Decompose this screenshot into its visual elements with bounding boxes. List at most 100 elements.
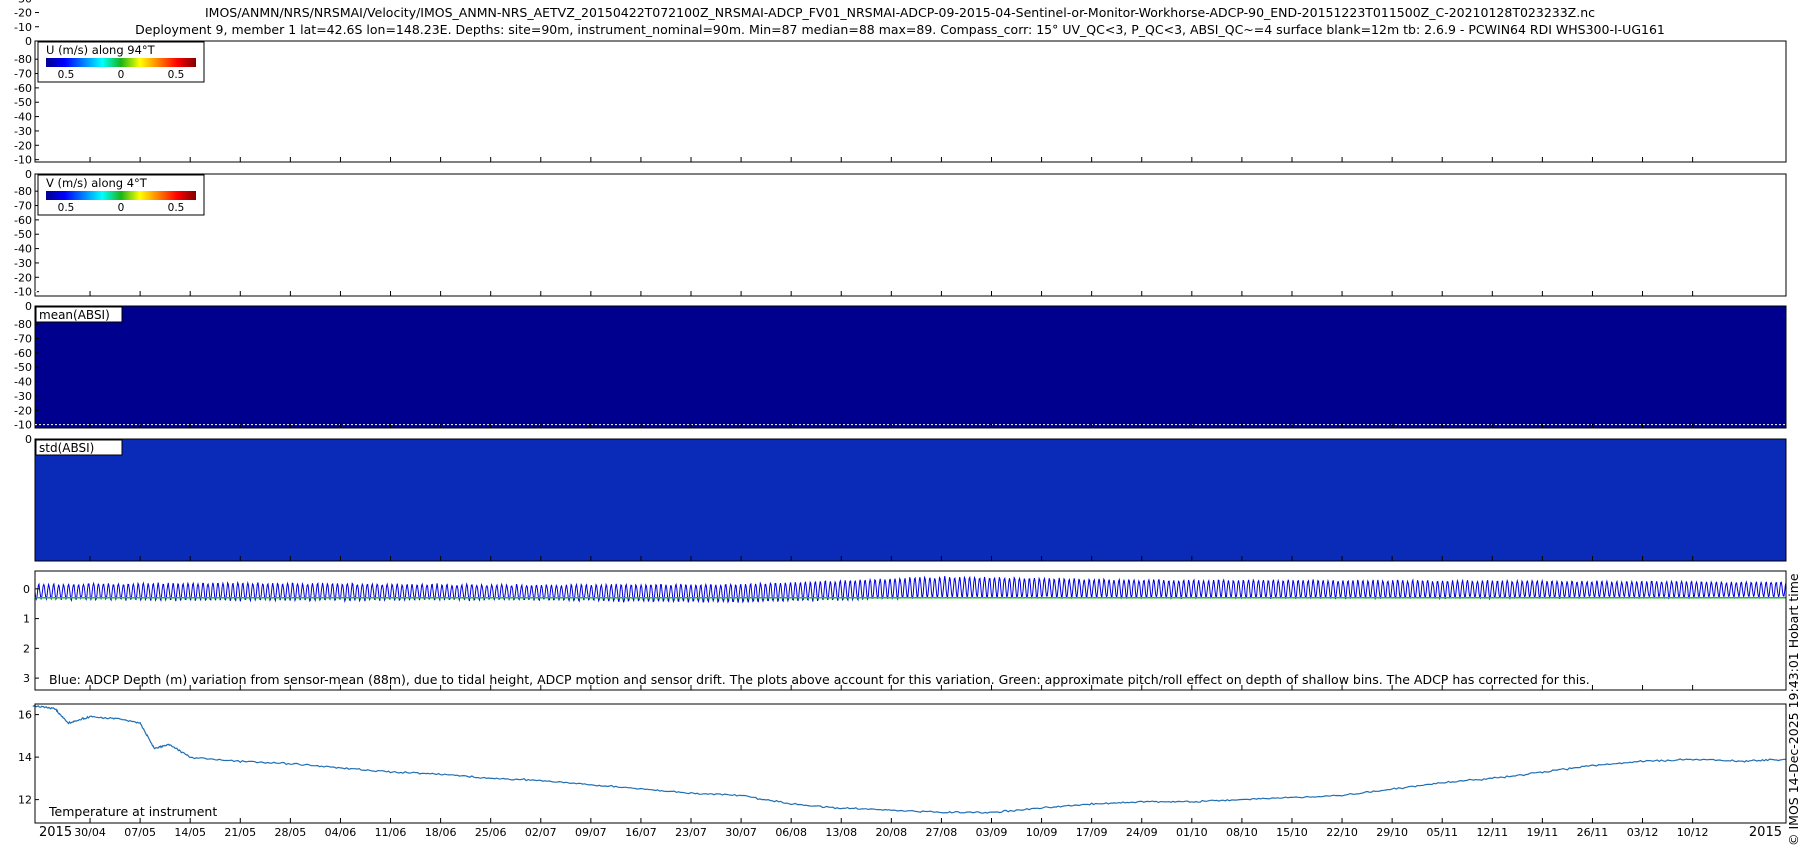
mean-absi-label: mean(ABSI) xyxy=(39,308,110,322)
depth-tick-label: -20 xyxy=(14,7,32,20)
depth-tick-label: 0 xyxy=(25,300,32,313)
depth-tick-label: -20 xyxy=(14,271,32,284)
depth-tick-label: -80 xyxy=(14,53,32,66)
depth-tick-label: 0 xyxy=(25,433,32,446)
x-tick-label: 13/08 xyxy=(825,826,857,839)
depth-tick-label: 0 xyxy=(25,168,32,181)
depth-tick-label: -10 xyxy=(14,419,32,432)
depth-tick-label: -50 xyxy=(14,361,32,374)
panel-frame xyxy=(34,40,1787,163)
x-tick-label: 27/08 xyxy=(926,826,958,839)
year-label-left: 2015 xyxy=(39,825,72,840)
adcp-depth-annotation: Blue: ADCP Depth (m) variation from sens… xyxy=(49,672,1590,687)
depth-tick-label: -40 xyxy=(14,111,32,124)
std-absi-background xyxy=(35,439,1786,561)
x-tick-label: 07/05 xyxy=(124,826,156,839)
x-tick-label: 19/11 xyxy=(1527,826,1559,839)
std-absi-label-box xyxy=(35,439,123,456)
x-tick-label: 06/08 xyxy=(775,826,807,839)
depth-tick-label: -40 xyxy=(14,376,32,389)
x-tick-label: 22/10 xyxy=(1326,826,1358,839)
x-tick-label: 03/12 xyxy=(1627,826,1659,839)
x-tick-label: 26/11 xyxy=(1577,826,1609,839)
temperature-tick-label: 14 xyxy=(18,751,32,764)
x-tick-label: 21/05 xyxy=(224,826,256,839)
overlay-layer: U (m/s) along 94°T 0.5 0 0.5 V (m/s) along 4… xyxy=(35,41,1590,819)
x-tick-label: 10/12 xyxy=(1677,826,1709,839)
heatmap-layer xyxy=(35,41,1786,561)
depth-tick-label: -30 xyxy=(14,125,32,138)
line-layer xyxy=(32,575,1787,814)
axes-layer: 0-10-20-30-40-50-60-70-800-10-20-30-40-5… xyxy=(14,0,1787,840)
depth-tick-label: -30 xyxy=(14,0,32,5)
x-tick-label: 30/04 xyxy=(74,826,106,839)
year-label-right: 2015 xyxy=(1749,825,1782,840)
depth-tick-label: -20 xyxy=(14,404,32,417)
x-tick-label: 11/06 xyxy=(375,826,407,839)
figure-title-line-1: IMOS/ANMN/NRS/NRSMAI/Velocity/IMOS_ANMN-… xyxy=(204,5,1596,20)
u-colorbar-tick: 0.5 xyxy=(168,69,185,81)
x-tick-label: 04/06 xyxy=(325,826,357,839)
x-tick-label: 18/06 xyxy=(425,826,457,839)
depth-tick-label: -20 xyxy=(14,139,32,152)
x-tick-label: 01/10 xyxy=(1176,826,1208,839)
adcp-depth-tick-label: 0 xyxy=(23,583,30,596)
depth-tick-label: -60 xyxy=(14,82,32,95)
x-tick-label: 10/09 xyxy=(1026,826,1058,839)
adcp-depth-line xyxy=(34,575,1787,604)
x-tick-label: 29/10 xyxy=(1376,826,1408,839)
panel-frame xyxy=(34,570,1787,691)
x-tick-label: 23/07 xyxy=(675,826,707,839)
u-heatmap-background xyxy=(35,41,1786,162)
x-tick-label: 24/09 xyxy=(1126,826,1158,839)
depth-tick-label: -50 xyxy=(14,96,32,109)
depth-tick-label: 0 xyxy=(25,35,32,48)
depth-tick-label: -60 xyxy=(14,347,32,360)
depth-tick-label: -60 xyxy=(14,214,32,227)
depth-tick-label: -30 xyxy=(14,257,32,270)
x-tick-label: 17/09 xyxy=(1076,826,1108,839)
x-tick-label: 20/08 xyxy=(875,826,907,839)
x-tick-label: 16/07 xyxy=(625,826,657,839)
panel-frame xyxy=(34,703,1787,824)
x-tick-label: 09/07 xyxy=(575,826,607,839)
x-tick-label: 25/06 xyxy=(475,826,507,839)
x-tick-label: 02/07 xyxy=(525,826,557,839)
depth-tick-label: -30 xyxy=(14,390,32,403)
v-colorbar-tick: 0.5 xyxy=(168,202,185,214)
x-tick-label: 14/05 xyxy=(174,826,206,839)
x-tick-label: 15/10 xyxy=(1276,826,1308,839)
temperature-tick-label: 12 xyxy=(18,794,32,807)
u-colorbar-tick: 0.5 xyxy=(58,69,75,81)
depth-tick-label: -40 xyxy=(14,243,32,256)
depth-tick-label: -70 xyxy=(14,68,32,81)
adcp-depth-tick-label: 2 xyxy=(23,642,30,655)
depth-tick-label: -10 xyxy=(14,154,32,167)
x-tick-label: 30/07 xyxy=(725,826,757,839)
temperature-tick-label: 16 xyxy=(18,709,32,722)
v-legend-title: V (m/s) along 4°T xyxy=(46,176,148,190)
figure-title-line-2: Deployment 9, member 1 lat=42.6S lon=148… xyxy=(135,22,1665,37)
mean-absi-label-box xyxy=(35,306,123,323)
v-heatmap-background xyxy=(35,174,1786,296)
v-colorbar-tick: 0.5 xyxy=(58,202,75,214)
depth-tick-label: -10 xyxy=(14,21,32,34)
std-absi-label: std(ABSI) xyxy=(39,441,94,455)
panel-frame xyxy=(34,438,1787,562)
adcp-depth-tick-label: 1 xyxy=(23,613,30,626)
temperature-line xyxy=(32,704,1786,814)
depth-tick-label: -80 xyxy=(14,185,32,198)
temperature-annotation: Temperature at instrument xyxy=(48,804,217,819)
depth-tick-label: -80 xyxy=(14,318,32,331)
depth-tick-label: -70 xyxy=(14,333,32,346)
adcp-depth-tick-label: 3 xyxy=(23,672,30,685)
panel-frame xyxy=(34,173,1787,297)
depth-tick-label: -70 xyxy=(14,200,32,213)
mean-absi-background xyxy=(35,306,1786,428)
u-colorbar xyxy=(46,58,196,67)
depth-tick-label: -50 xyxy=(14,228,32,241)
x-tick-label: 12/11 xyxy=(1476,826,1508,839)
u-legend-title: U (m/s) along 94°T xyxy=(46,43,156,57)
v-colorbar-tick: 0 xyxy=(118,202,125,214)
